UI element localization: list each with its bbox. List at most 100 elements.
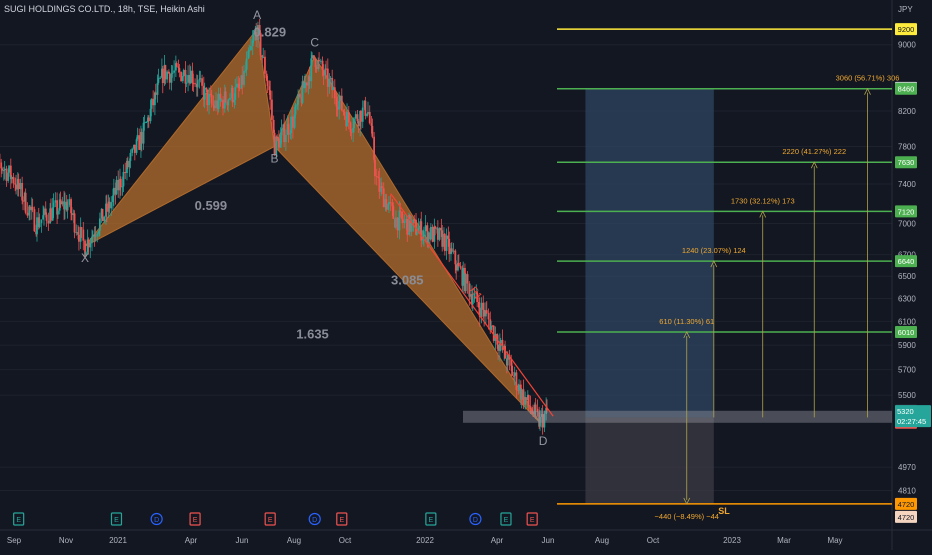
candle-body [26,213,28,216]
candle-body [182,76,184,81]
candle-body [127,161,129,167]
candle-body [425,225,427,231]
event-marker-label: E [429,517,434,524]
price-axis-tick: 6500 [898,272,916,281]
candle-body [178,68,180,72]
candle-body [166,72,168,80]
candle-body [78,235,80,242]
time-axis-tick: May [827,536,842,545]
price-tag-6640: 6640 [898,257,915,266]
candle-body [243,71,245,85]
candle-body [234,87,236,100]
price-tag-6010: 6010 [898,328,915,337]
candle-body [36,217,38,234]
candle-body [455,264,457,270]
candle-body [109,202,111,209]
pattern-point-A: A [253,8,261,22]
candle-body [53,203,55,208]
candle-body [215,100,217,108]
event-marker-label: E [268,517,273,524]
price-axis-tick: 7800 [898,143,916,152]
target-note-8460: 3060 (56.71%) 306 [836,74,900,83]
pattern-ratio: 0.599 [195,198,228,213]
candle-body [185,83,187,84]
candle-body [378,178,380,192]
candle-body [483,310,485,317]
target-note-6640: 1240 (23.07%) 124 [682,246,746,255]
candle-body [206,90,208,106]
candle-body [281,129,283,135]
candle-body [292,117,294,128]
candle-body [535,405,537,409]
candle-body [516,372,518,390]
candle-body [22,200,24,201]
candle-body [180,72,182,81]
candle-body [285,135,287,142]
time-axis-tick: Oct [339,536,352,545]
candle-body [283,124,285,142]
candle-body [388,202,390,204]
candle-body [137,135,139,139]
candle-body [124,172,126,173]
candle-body [413,220,415,221]
candle-body [472,299,474,304]
time-axis-tick: Apr [491,536,504,545]
candle-body [376,176,378,177]
candle-body [75,232,77,233]
candle-body [297,94,299,104]
candle-body [337,106,339,109]
current-price: 5320 [897,407,914,416]
time-axis-tick: Sep [7,536,22,545]
candle-body [155,93,157,95]
candle-body [213,106,215,108]
candle-body [60,199,62,204]
candle-body [68,199,70,205]
price-axis-currency: JPY [898,5,913,14]
candle-body [437,228,439,239]
candle-body [187,75,189,83]
time-axis-tick: Jun [542,536,555,545]
candle-body [106,204,108,212]
candle-body [151,99,153,109]
event-marker-label: E [530,517,535,524]
candle-body [353,119,355,128]
time-axis-tick: Nov [59,536,73,545]
candle-body [467,274,469,283]
price-tag-stop-end: 4720 [898,513,915,522]
candle-body [507,355,509,365]
price-axis-tick: 9000 [898,41,916,50]
candle-body [194,83,196,84]
candle-body [488,313,490,320]
price-axis-tick: 7000 [898,220,916,229]
candle-body [138,135,140,150]
target-note-6010: 610 (11.30%) 61 [659,317,714,326]
candle-body [152,99,154,105]
candle-body [43,209,45,216]
candle-body [199,78,201,79]
event-marker-label: E [16,517,21,524]
time-axis-tick: Aug [287,536,301,545]
candle-body [145,122,147,123]
candle-body [250,46,252,50]
candle-body [330,78,332,79]
candle-body [385,199,387,209]
candle-body [236,84,238,87]
candle-body [453,251,455,252]
chart-title: SUGI HOLDINGS CO.LTD., 18h, TSE, Heikin … [4,4,205,14]
candle-body [96,234,98,236]
candle-body [211,95,213,103]
candle-body [64,202,66,210]
candle-body [364,101,366,116]
candle-body [355,114,357,118]
candle-body [91,237,93,243]
price-axis-tick: 5500 [898,391,916,400]
candle-body [432,227,434,242]
candle-body [350,132,352,133]
candle-body [159,78,161,79]
stop-tag: SL [718,506,730,516]
price-axis-tick: 7400 [898,180,916,189]
candle-body [511,366,513,376]
candle-body [306,83,308,86]
candle-body [267,80,269,86]
candle-body [136,139,138,153]
